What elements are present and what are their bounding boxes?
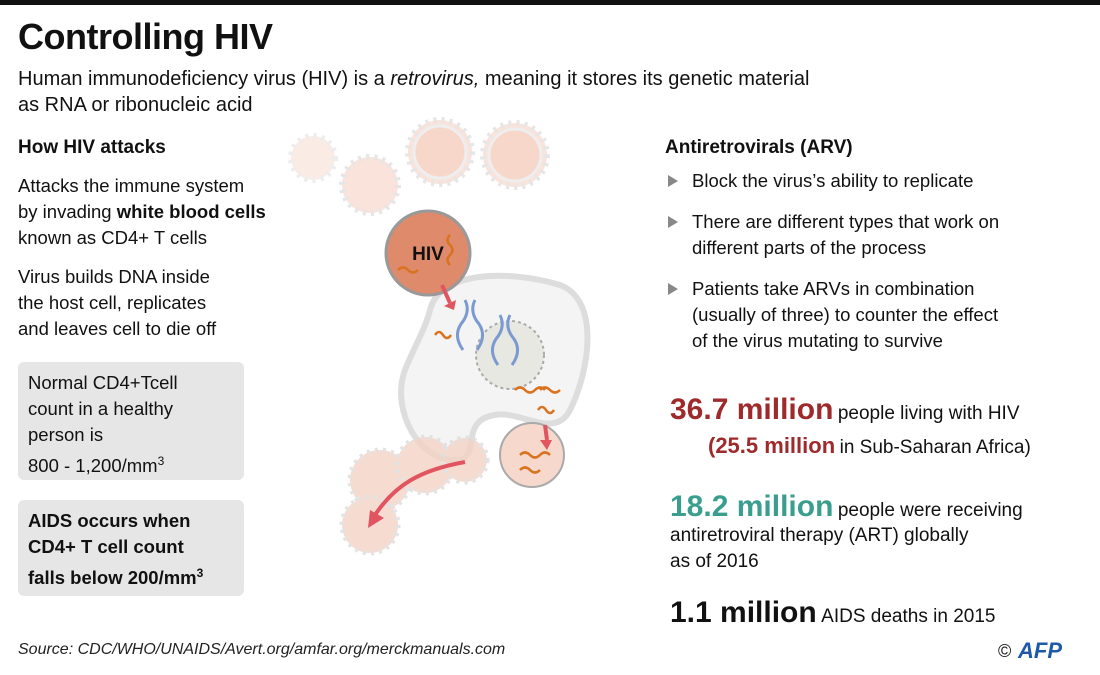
text: meaning it stores its genetic material xyxy=(484,68,810,90)
stat-text: as of 2016 xyxy=(670,551,759,572)
text: different parts of the process xyxy=(692,237,927,258)
stat-text: antiretroviral therapy (ART) globally xyxy=(670,525,969,546)
text: falls below 200/mm3 xyxy=(28,560,234,591)
bullet: Patients take ARVs in combination (usuall… xyxy=(692,276,998,354)
bullet-marker xyxy=(668,175,678,187)
text: white blood cells xyxy=(116,201,266,222)
stat-text: AIDS deaths in 2015 xyxy=(821,606,996,627)
copyright: © xyxy=(998,641,1012,661)
text: Attacks the immune system xyxy=(18,175,245,196)
heading: Antiretrovirals (ARV) xyxy=(665,137,853,158)
stat-figure: (25.5 million xyxy=(708,433,836,458)
paragraph: Attacks the immune system by invading wh… xyxy=(18,173,266,251)
stat: 1.1 million AIDS deaths in 2015 xyxy=(670,596,995,630)
text: by invading xyxy=(18,201,112,222)
text: of the virus mutating to survive xyxy=(692,330,943,351)
text: (usually of three) to counter the effect xyxy=(692,304,999,325)
text: retrovirus, xyxy=(390,68,480,90)
bullet: There are different types that work on di… xyxy=(692,209,999,261)
text: Normal CD4+Tcell xyxy=(28,372,178,393)
text: 800 - 1,200/mm xyxy=(28,455,158,477)
text: by invading white blood cells xyxy=(18,199,266,225)
stat: 36.7 million people living with HIV xyxy=(670,393,1020,427)
paragraph: Virus builds DNA inside the host cell, r… xyxy=(18,264,216,342)
stat-text: people were receiving xyxy=(837,500,1023,521)
text: count in a healthy xyxy=(28,398,174,419)
text: falls below 200/mm xyxy=(28,567,197,589)
bullet-marker xyxy=(668,216,678,228)
title: Controlling HIV xyxy=(18,16,273,57)
stat: (25.5 million in Sub-Saharan Africa) xyxy=(708,433,1031,459)
subtitle: Human immunodeficiency virus (HIV) is a … xyxy=(18,68,809,91)
text: and leaves cell to die off xyxy=(18,318,217,339)
subtitle: as RNA or ribonucleic acid xyxy=(18,94,253,116)
text: CD4+ T cell count xyxy=(28,536,184,557)
text: 800 - 1,200/mm3 xyxy=(28,448,234,479)
heading: How HIV attacks xyxy=(18,137,166,158)
text: Human immunodeficiency virus (HIV) is a xyxy=(18,68,385,90)
stat-figure: 1.1 million xyxy=(670,596,817,629)
bullet-marker xyxy=(668,283,678,295)
superscript: 3 xyxy=(157,454,165,468)
text: Block the virus’s ability to replicate xyxy=(692,170,974,191)
stat-figure: 18.2 million xyxy=(670,490,834,523)
agency-logo: AFP xyxy=(1018,638,1062,663)
text: known as CD4+ T cells xyxy=(18,227,208,248)
illustration: HIV xyxy=(288,117,591,556)
text: Virus builds DNA inside xyxy=(18,266,210,287)
virus-label: HIV xyxy=(412,244,444,265)
bullet: Block the virus’s ability to replicate xyxy=(692,168,973,194)
info-box: Normal CD4+Tcell count in a healthy pers… xyxy=(18,362,244,480)
source: Source: CDC/WHO/UNAIDS/Avert.org/amfar.o… xyxy=(18,641,506,658)
text: AIDS occurs when xyxy=(28,510,191,531)
stat-figure: 36.7 million xyxy=(670,393,834,426)
stat-text: people living with HIV xyxy=(837,403,1020,424)
info-box: AIDS occurs when CD4+ T cell count falls… xyxy=(18,500,244,596)
top-bar xyxy=(0,0,1100,5)
text: There are different types that work on xyxy=(692,211,1000,232)
stat-text: in Sub-Saharan Africa) xyxy=(839,437,1031,458)
text: Patients take ARVs in combination xyxy=(692,278,975,299)
text: person is xyxy=(28,424,104,445)
superscript: 3 xyxy=(196,566,204,580)
text: the host cell, replicates xyxy=(18,292,207,313)
stat: 18.2 million people were receiving xyxy=(670,490,1023,524)
